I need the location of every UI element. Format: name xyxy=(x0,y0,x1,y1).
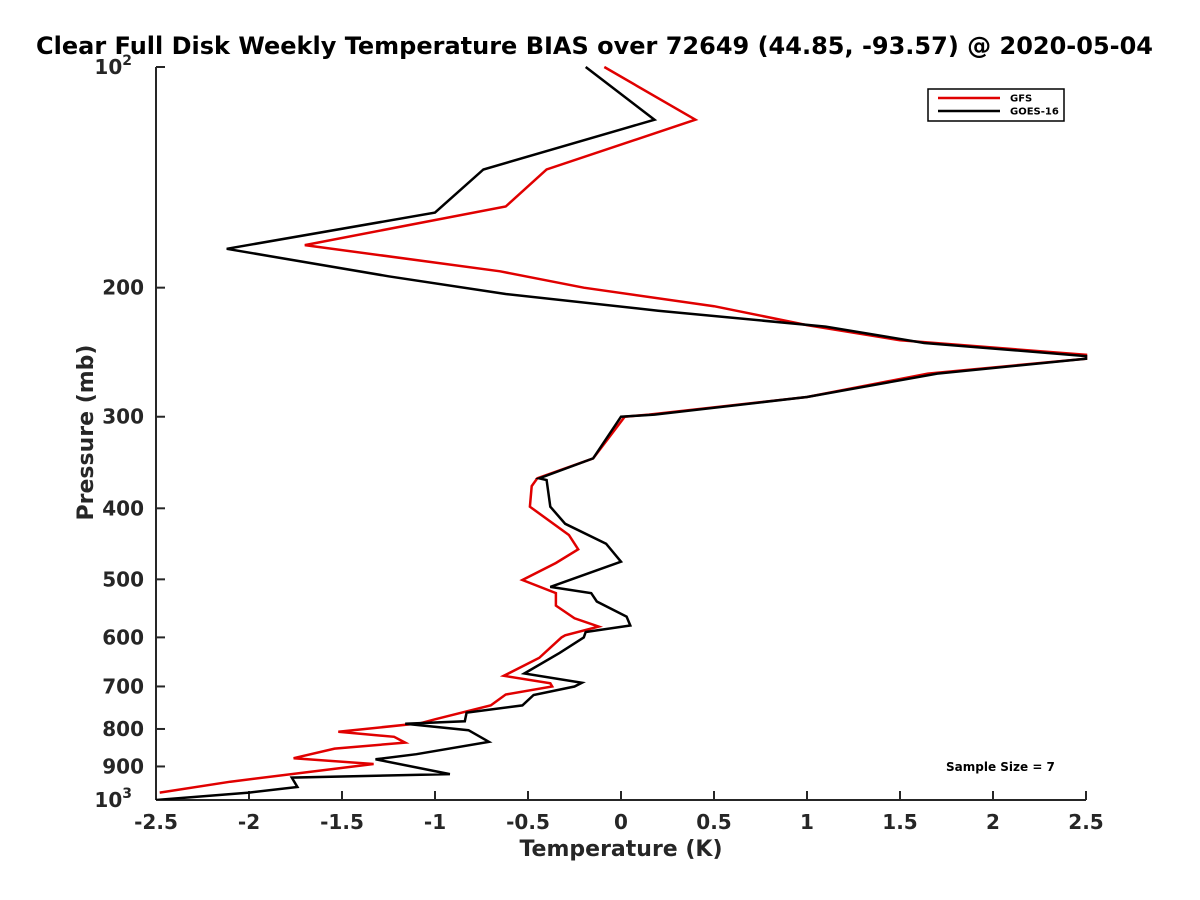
y-tick-label: 900 xyxy=(102,754,144,778)
chart-title: Clear Full Disk Weekly Temperature BIAS … xyxy=(36,32,1153,60)
y-tick-label: 700 xyxy=(102,674,144,698)
y-tick-exponent: 3 xyxy=(122,786,132,802)
y-tick-label: 400 xyxy=(102,496,144,520)
series-line-gfs xyxy=(159,65,1088,794)
x-tick-label: 1 xyxy=(800,810,814,834)
y-tick-label: 600 xyxy=(102,625,144,649)
legend-label-goes16: GOES-16 xyxy=(1010,107,1059,118)
x-tick-label: 2 xyxy=(986,810,1000,834)
x-tick-label: -1.5 xyxy=(320,810,364,834)
x-tick-label: -0.5 xyxy=(506,810,550,834)
legend-box xyxy=(927,88,1065,122)
y-tick-label: 800 xyxy=(102,717,144,741)
y-tick-base: 10 xyxy=(94,788,122,812)
y-tick-label: 200 xyxy=(102,276,144,300)
x-tick-label: -2 xyxy=(238,810,260,834)
y-tick-label: 103 xyxy=(94,786,132,812)
series-layer xyxy=(156,65,1088,800)
x-tick-label: 0 xyxy=(614,810,628,834)
y-tick-exponent: 2 xyxy=(122,53,132,69)
x-axis-label: Temperature (K) xyxy=(519,837,722,862)
legend: GFS GOES-16 xyxy=(927,88,1065,122)
x-axis-ticks: -2.5 -2 -1.5 -1 -0.5 0 0.5 1 1.5 2 2.5 xyxy=(134,791,1104,834)
legend-label-gfs: GFS xyxy=(1010,94,1032,105)
y-tick-base: 10 xyxy=(94,55,122,79)
plot-area: -2.5 -2 -1.5 -1 -0.5 0 0.5 1 1.5 2 2.5 10220030040… xyxy=(94,53,1103,834)
y-tick-label: 500 xyxy=(102,567,144,591)
series-line-goes16 xyxy=(156,66,1088,800)
y-tick-label: 300 xyxy=(102,405,144,429)
sample-size-annotation: Sample Size = 7 xyxy=(946,760,1055,774)
x-tick-label: 2.5 xyxy=(1068,810,1103,834)
x-tick-label: -2.5 xyxy=(134,810,178,834)
y-tick-label: 102 xyxy=(94,53,132,79)
x-tick-label: 0.5 xyxy=(696,810,731,834)
y-axis-label: Pressure (mb) xyxy=(74,345,99,521)
x-tick-label: 1.5 xyxy=(882,810,917,834)
x-tick-label: -1 xyxy=(424,810,446,834)
